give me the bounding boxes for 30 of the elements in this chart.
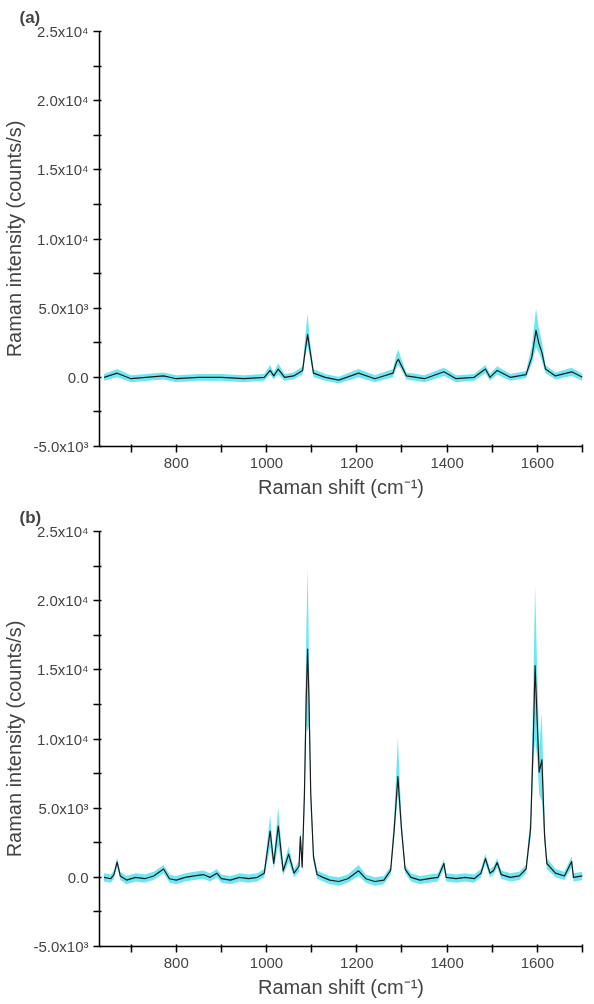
chart-title: (a) <box>19 7 41 27</box>
y-tick-label: 2.0x10⁴ <box>37 92 89 110</box>
y-tick-label: -5.0x10³ <box>33 938 89 955</box>
x-axis-title: Raman shift (cm⁻¹) <box>258 975 424 998</box>
x-tick-label: 1200 <box>340 953 374 971</box>
line-series <box>103 329 583 381</box>
y-tick-label: 0.0 <box>67 368 89 386</box>
x-tick-label: 1000 <box>249 953 284 971</box>
chart-title: (b) <box>19 507 42 527</box>
x-tick-label: 800 <box>163 453 189 471</box>
line-series <box>103 648 583 883</box>
x-tick-label: 1400 <box>430 453 464 471</box>
y-tick-label: 5.0x10³ <box>38 799 89 817</box>
y-tick-label: 5.0x10³ <box>38 299 89 317</box>
y-tick-label: 1.0x10⁴ <box>37 230 89 248</box>
y-tick-label: -5.0x10³ <box>33 438 89 455</box>
x-tick-label: 1000 <box>249 453 284 471</box>
y-tick-label: 1.5x10⁴ <box>37 161 89 179</box>
y-tick-label: 1.5x10⁴ <box>37 661 89 679</box>
y-axis-title: Raman intensity (counts/s) <box>3 620 26 858</box>
x-tick-label: 1400 <box>430 953 464 971</box>
y-tick-label: 2.0x10⁴ <box>37 592 89 610</box>
x-axis-title: Raman shift (cm⁻¹) <box>258 475 424 498</box>
x-tick-label: 1600 <box>520 953 555 971</box>
x-tick-label: 1200 <box>340 453 374 471</box>
y-tick-label: 0.0 <box>67 868 89 886</box>
x-tick-label: 800 <box>163 953 189 971</box>
y-axis-title: Raman intensity (counts/s) <box>3 120 26 358</box>
y-tick-label: 1.0x10⁴ <box>37 730 89 748</box>
x-tick-label: 1600 <box>520 453 555 471</box>
